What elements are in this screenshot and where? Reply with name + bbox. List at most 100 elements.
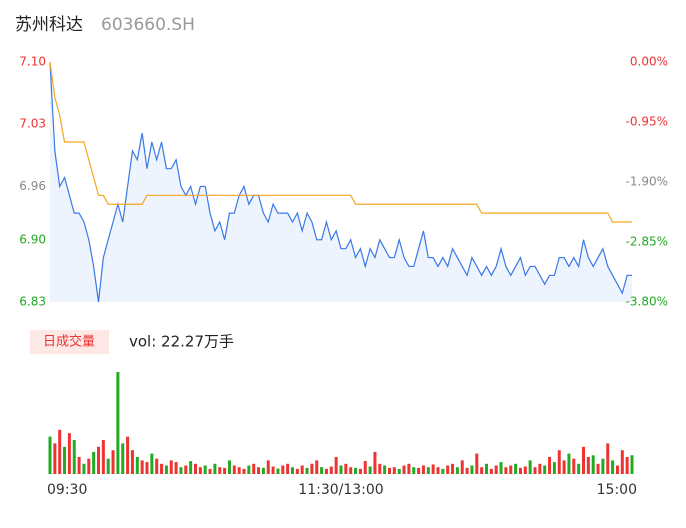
volume-bar — [121, 443, 125, 474]
volume-bar — [281, 465, 285, 474]
volume-bar — [504, 467, 508, 474]
volume-bar — [194, 463, 197, 474]
volume-bar — [417, 467, 421, 474]
volume-bar — [329, 466, 333, 474]
volume-bar — [533, 467, 537, 474]
volume-bar — [611, 460, 615, 474]
volume-bar — [397, 468, 401, 474]
volume-bar — [373, 451, 377, 474]
volume-bar — [58, 429, 62, 474]
x-tick-label: 09:30 — [47, 482, 87, 498]
volume-bar — [480, 467, 484, 474]
volume-bar — [596, 463, 600, 474]
volume-bar — [286, 463, 290, 474]
volume-bar — [582, 446, 585, 474]
volume-bar — [451, 463, 455, 474]
x-tick-label: 15:00 — [597, 482, 637, 498]
volume-bar — [145, 462, 149, 474]
stock-name: 苏州科达 — [15, 15, 83, 35]
volume-bar — [213, 463, 217, 474]
volume-bar — [431, 464, 435, 474]
volume-button-bg[interactable] — [30, 330, 109, 354]
stock-code: 603660.SH — [101, 15, 195, 35]
volume-bar — [160, 463, 164, 474]
volume-bar — [368, 466, 372, 474]
volume-bar — [475, 453, 479, 474]
volume-bar — [310, 463, 314, 474]
volume-bar — [223, 467, 227, 474]
volume-bar — [203, 465, 207, 474]
volume-bar — [455, 467, 459, 474]
volume-bar — [562, 460, 566, 474]
volume-bar — [363, 461, 367, 474]
volume-bar — [421, 465, 425, 474]
volume-bar — [174, 462, 178, 474]
volume-bar — [164, 465, 168, 474]
volume-bar — [392, 467, 396, 474]
volume-bar — [407, 463, 411, 474]
volume-bar — [106, 458, 110, 474]
volume-bar — [339, 465, 343, 474]
volume-bar — [87, 458, 91, 474]
volume-bar — [116, 372, 120, 474]
volume-bar — [198, 467, 202, 474]
volume-bar — [354, 467, 358, 474]
volume-bar — [130, 450, 134, 474]
volume-bar — [630, 455, 634, 474]
volume-bar — [441, 468, 445, 474]
volume-bar — [48, 436, 52, 474]
volume-bar — [470, 465, 474, 474]
volume-bar — [572, 458, 576, 474]
y-tick-label: 7.03 — [19, 117, 46, 131]
average-line — [49, 61, 632, 223]
volume-button[interactable]: 日成交量 — [43, 334, 95, 350]
volume-bar — [499, 462, 503, 474]
y2-tick-label: -1.90% — [626, 175, 668, 189]
volume-bar — [97, 446, 100, 474]
volume-bar — [509, 465, 513, 474]
volume-bar — [388, 467, 391, 474]
volume-bar — [615, 465, 619, 474]
volume-bar — [591, 455, 595, 474]
volume-bar — [383, 465, 387, 474]
volume-bar — [489, 468, 493, 474]
volume-bar — [543, 465, 547, 474]
volume-bar — [426, 467, 430, 474]
volume-bar — [552, 462, 556, 474]
volume-bar — [601, 458, 605, 474]
volume-bar — [625, 457, 629, 474]
volume-bar — [252, 463, 256, 474]
volume-bar — [402, 465, 406, 474]
volume-bar — [63, 446, 67, 474]
volume-bar — [135, 457, 139, 474]
volume-bar — [101, 440, 105, 474]
volume-bar — [257, 467, 261, 474]
volume-bar — [77, 457, 81, 474]
volume-bar — [150, 453, 154, 474]
volume-bar — [446, 465, 450, 474]
volume-bar — [557, 450, 561, 474]
y2-tick-label: -3.80% — [626, 295, 668, 309]
volume-bar — [344, 463, 348, 474]
volume-bar — [324, 468, 328, 474]
volume-bar — [237, 467, 241, 474]
volume-bar — [523, 466, 527, 474]
volume-bar — [320, 467, 324, 474]
y-tick-label: 7.10 — [19, 55, 46, 69]
price-area — [50, 62, 632, 302]
volume-bar — [518, 467, 522, 474]
volume-bar — [261, 467, 265, 474]
volume-bar — [247, 465, 251, 474]
volume-bar — [227, 460, 231, 474]
volume-bar — [218, 467, 222, 474]
volume-bar — [111, 450, 115, 474]
volume-bar — [538, 463, 542, 474]
volume-bar — [169, 460, 173, 474]
volume-bar — [189, 461, 193, 474]
volume-bar — [82, 463, 86, 474]
volume-bar — [155, 458, 159, 474]
y-tick-label: 6.83 — [19, 295, 46, 309]
volume-bar — [514, 463, 518, 474]
volume-bar — [305, 467, 309, 474]
